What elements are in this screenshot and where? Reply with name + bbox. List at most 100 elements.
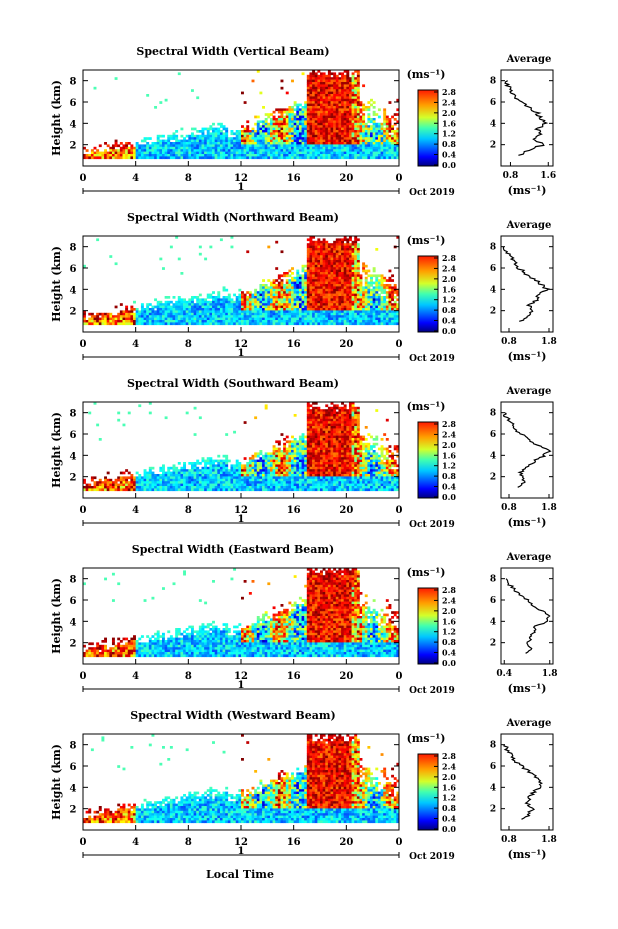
heatmap-cell	[135, 317, 139, 321]
heatmap-cell	[275, 322, 279, 326]
heatmap-cell	[335, 243, 339, 246]
heatmap-cell	[356, 317, 360, 321]
heatmap-cell	[396, 305, 400, 309]
heatmap-cell	[320, 320, 323, 323]
heatmap-cell	[164, 483, 168, 487]
heatmap-cell	[314, 303, 318, 306]
heatmap-cell	[190, 322, 194, 326]
heatmap-cell	[127, 310, 131, 314]
heatmap-cell	[285, 281, 289, 285]
heatmap-cell	[285, 120, 289, 124]
heatmap-cell	[196, 134, 200, 138]
heatmap-cell	[333, 86, 337, 90]
heatmap-cell	[388, 122, 392, 126]
heatmap-cell	[306, 86, 310, 90]
heatmap-cell	[348, 269, 352, 273]
heatmap-cell	[372, 118, 376, 121]
heatmap-cell	[204, 483, 208, 487]
heatmap-cell	[333, 267, 337, 270]
heatmap-cell	[396, 146, 400, 150]
heatmap-cell	[148, 137, 152, 140]
heatmap-cell	[183, 476, 186, 480]
heatmap-cell	[217, 144, 221, 148]
heatmap-cell	[327, 257, 331, 261]
heatmap-cell	[325, 264, 329, 268]
heatmap-cell	[280, 303, 284, 306]
heatmap-cell	[312, 142, 316, 145]
heatmap-cell	[230, 142, 234, 145]
heatmap-cell	[314, 322, 318, 326]
heatmap-cell	[117, 151, 121, 155]
heatmap-cell	[322, 113, 326, 116]
heatmap-cell	[317, 146, 321, 150]
heatmap-cell	[372, 269, 376, 273]
heatmap-cell	[175, 471, 179, 475]
heatmap-cell	[385, 122, 389, 126]
heatmap-cell	[301, 315, 305, 318]
heatmap-cell	[262, 476, 265, 480]
heatmap-cell	[248, 151, 252, 155]
heatmap-cell	[146, 142, 150, 145]
heatmap-cell	[314, 260, 318, 263]
heatmap-cell	[343, 303, 347, 306]
heatmap-cell	[362, 113, 366, 116]
heatmap-cell	[370, 156, 373, 160]
heatmap-cell	[359, 110, 363, 114]
heatmap-cell	[277, 466, 281, 470]
heatmap-cell	[133, 300, 136, 304]
colorbar-unit: (ms⁻¹)	[407, 234, 446, 247]
heatmap-cell	[330, 298, 334, 302]
heatmap-cell	[343, 248, 347, 251]
heatmap-cell	[109, 481, 113, 484]
heatmap-cell	[204, 476, 208, 480]
heatmap-cell	[256, 322, 260, 326]
heatmap-cell	[275, 457, 279, 460]
heatmap-cell	[225, 320, 229, 323]
heatmap-cell	[380, 310, 384, 314]
heatmap-cell	[264, 293, 268, 297]
heatmap-cell	[267, 142, 271, 145]
heatmap-cell	[280, 127, 284, 131]
heatmap-cell	[327, 255, 331, 258]
heatmap-cell	[111, 154, 115, 157]
heatmap-cell	[301, 269, 305, 273]
heatmap-cell	[341, 310, 344, 314]
heatmap-cell	[267, 298, 271, 302]
colorbar-tick-label: 2.8	[442, 87, 456, 97]
heatmap-cell	[341, 134, 344, 138]
heatmap-cell	[256, 312, 260, 316]
heatmap-cell	[162, 149, 165, 152]
y-axis-label: Height (km)	[50, 80, 63, 156]
heatmap-cell	[106, 483, 110, 487]
heatmap-cell	[280, 279, 284, 282]
heatmap-cell	[214, 300, 218, 304]
heatmap-cell	[275, 149, 279, 152]
heatmap-cell	[248, 471, 252, 475]
heatmap-cell	[322, 125, 326, 128]
heatmap-cell	[272, 120, 276, 124]
heatmap-cell	[206, 151, 210, 155]
heatmap-cell	[377, 274, 381, 278]
heatmap-cell	[164, 476, 168, 480]
heatmap-cell	[330, 103, 334, 107]
heatmap-cell	[317, 284, 321, 287]
heatmap-cell	[172, 142, 176, 145]
heatmap-cell	[293, 132, 297, 136]
heatmap-cell	[335, 130, 339, 133]
heatmap-cell	[212, 139, 215, 143]
heatmap-cell	[312, 86, 316, 90]
heatmap-cell	[385, 291, 389, 294]
heatmap-cell	[272, 464, 276, 468]
heatmap-cell	[267, 156, 271, 160]
heatmap-cell	[285, 286, 289, 290]
heatmap-cell	[354, 139, 358, 143]
heatmap-cell	[377, 315, 381, 318]
heatmap-cell	[83, 315, 86, 318]
heatmap-cell	[343, 106, 347, 109]
heatmap-cell	[330, 284, 334, 287]
heatmap-cell	[225, 315, 229, 318]
heatmap-cell	[385, 156, 389, 160]
heatmap-cell	[304, 279, 308, 282]
heatmap-cell	[322, 267, 326, 270]
heatmap-cell	[193, 146, 197, 150]
